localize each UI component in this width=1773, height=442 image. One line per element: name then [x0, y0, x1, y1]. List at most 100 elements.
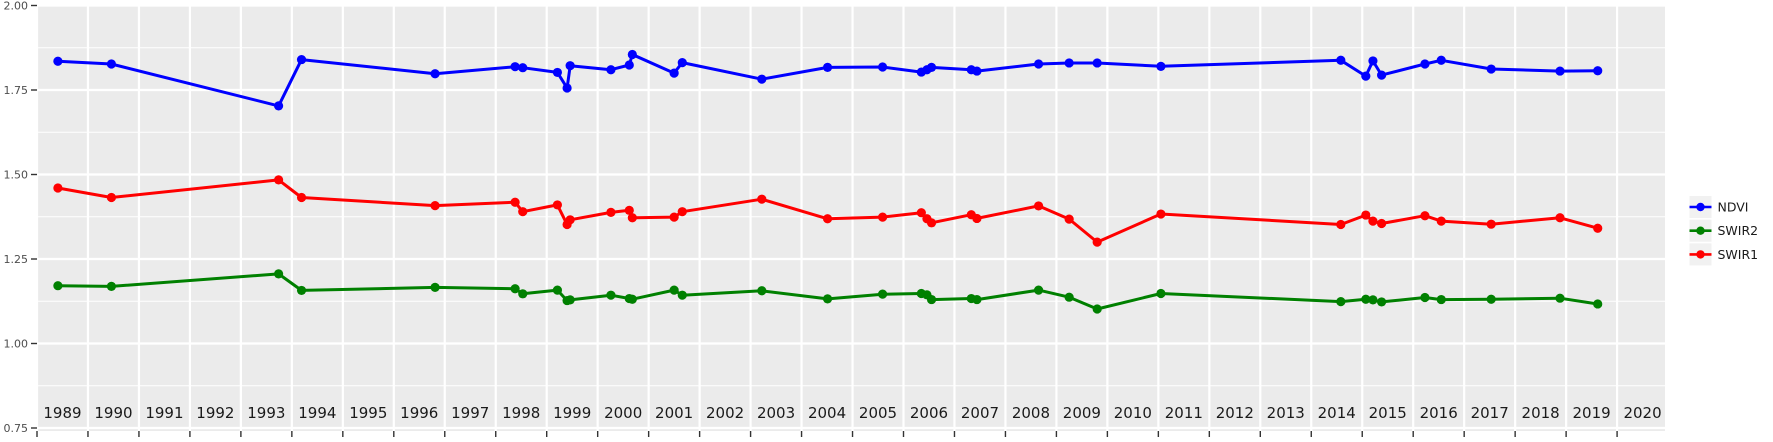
data-point-swir2: [510, 284, 520, 294]
data-point-ndvi: [1092, 58, 1102, 68]
data-point-swir1: [1033, 201, 1044, 211]
data-point-ndvi: [510, 62, 520, 72]
data-point-swir1: [53, 183, 63, 193]
data-point-swir1: [822, 214, 833, 224]
data-point-swir2: [1336, 296, 1346, 307]
data-point-swir1: [878, 212, 888, 222]
data-point-swir1: [606, 207, 616, 217]
data-point-ndvi: [1064, 58, 1074, 68]
x-axis-label: 2001: [655, 404, 693, 422]
data-point-swir1: [274, 175, 284, 185]
y-axis-label: 1.25: [4, 253, 29, 266]
data-point-ndvi: [1377, 70, 1387, 80]
data-point-swir1: [624, 205, 634, 215]
data-point-ndvi: [296, 54, 307, 65]
data-point-ndvi: [430, 69, 440, 79]
data-point-ndvi: [677, 58, 687, 68]
data-point-ndvi: [1436, 55, 1446, 65]
data-point-swir2: [552, 285, 563, 295]
x-axis-label: 2014: [1318, 404, 1356, 422]
x-axis-label: 2019: [1573, 404, 1611, 422]
data-point-swir2: [878, 289, 888, 299]
x-axis-label: 2008: [1012, 404, 1050, 422]
data-point-ndvi: [627, 49, 637, 60]
data-point-swir1: [669, 212, 679, 222]
data-point-swir1: [1377, 218, 1387, 229]
x-axis-label: 2002: [706, 404, 744, 422]
data-point-swir1: [518, 207, 528, 217]
data-point-ndvi: [565, 61, 575, 71]
data-point-ndvi: [1033, 59, 1044, 69]
data-point-swir1: [1486, 219, 1496, 229]
data-point-swir2: [1436, 294, 1446, 305]
legend-label-ndvi: NDVI: [1718, 200, 1749, 215]
data-point-swir1: [1436, 216, 1446, 226]
data-point-swir2: [1064, 292, 1074, 302]
x-axis-label: 2000: [604, 404, 642, 422]
data-point-ndvi: [552, 67, 563, 78]
x-axis-label: 1989: [43, 404, 81, 422]
y-axis-label: 1.00: [4, 338, 29, 351]
x-axis-label: 1993: [247, 404, 285, 422]
x-axis-label: 2012: [1216, 404, 1254, 422]
data-point-swir2: [1361, 294, 1371, 304]
data-point-swir2: [1377, 297, 1387, 307]
data-point-ndvi: [1368, 56, 1378, 66]
data-point-swir1: [430, 200, 440, 211]
data-point-ndvi: [1593, 66, 1603, 76]
x-axis-label: 2020: [1623, 404, 1661, 422]
data-point-swir2: [926, 294, 937, 305]
data-point-ndvi: [757, 74, 767, 84]
data-point-ndvi: [822, 62, 833, 72]
x-axis-label: 1994: [298, 404, 336, 422]
data-point-swir1: [1555, 213, 1565, 223]
data-point-swir1: [106, 192, 117, 203]
data-point-swir2: [606, 290, 616, 300]
data-point-swir1: [565, 215, 575, 225]
data-point-swir2: [296, 285, 307, 296]
data-point-ndvi: [1156, 61, 1166, 71]
data-point-ndvi: [669, 68, 679, 78]
data-point-swir1: [1092, 237, 1102, 247]
data-point-swir2: [1420, 292, 1430, 303]
data-point-swir2: [106, 281, 117, 291]
x-axis-label: 1998: [502, 404, 540, 422]
data-point-swir1: [552, 200, 563, 210]
x-axis-label: 2013: [1267, 404, 1305, 422]
data-point-swir1: [757, 194, 767, 204]
data-point-swir2: [53, 281, 63, 291]
x-axis-label: 2006: [910, 404, 948, 422]
data-point-swir1: [296, 192, 307, 203]
y-axis-label: 1.50: [4, 169, 29, 182]
data-point-swir1: [1593, 223, 1603, 233]
data-point-swir1: [627, 213, 637, 223]
x-axis-label: 2004: [808, 404, 846, 422]
data-point-swir2: [1593, 299, 1603, 309]
data-point-swir2: [1368, 295, 1378, 305]
x-axis-label: 1995: [349, 404, 387, 422]
data-point-swir2: [518, 289, 528, 299]
x-axis-label: 2009: [1063, 404, 1101, 422]
data-point-swir1: [1156, 209, 1166, 219]
data-point-swir1: [972, 213, 982, 224]
data-point-swir2: [972, 294, 982, 305]
data-point-swir2: [274, 269, 284, 279]
data-point-ndvi: [1555, 66, 1565, 76]
data-point-swir2: [1156, 288, 1166, 299]
x-axis-label: 2007: [961, 404, 999, 422]
x-axis-label: 1992: [196, 404, 234, 422]
data-point-swir1: [510, 197, 520, 207]
legend-label-swir1: SWIR1: [1718, 247, 1759, 262]
x-axis-label: 1997: [451, 404, 489, 422]
data-point-swir2: [1555, 293, 1565, 303]
y-axis-label: 0.75: [4, 422, 29, 435]
data-point-ndvi: [53, 56, 63, 66]
data-point-swir1: [1361, 210, 1371, 220]
legend-key-point-swir2: [1696, 226, 1705, 235]
data-point-swir1: [916, 208, 926, 218]
data-point-ndvi: [106, 59, 117, 69]
data-point-swir1: [1064, 214, 1074, 224]
data-point-swir2: [822, 294, 833, 304]
data-point-swir2: [757, 286, 767, 296]
